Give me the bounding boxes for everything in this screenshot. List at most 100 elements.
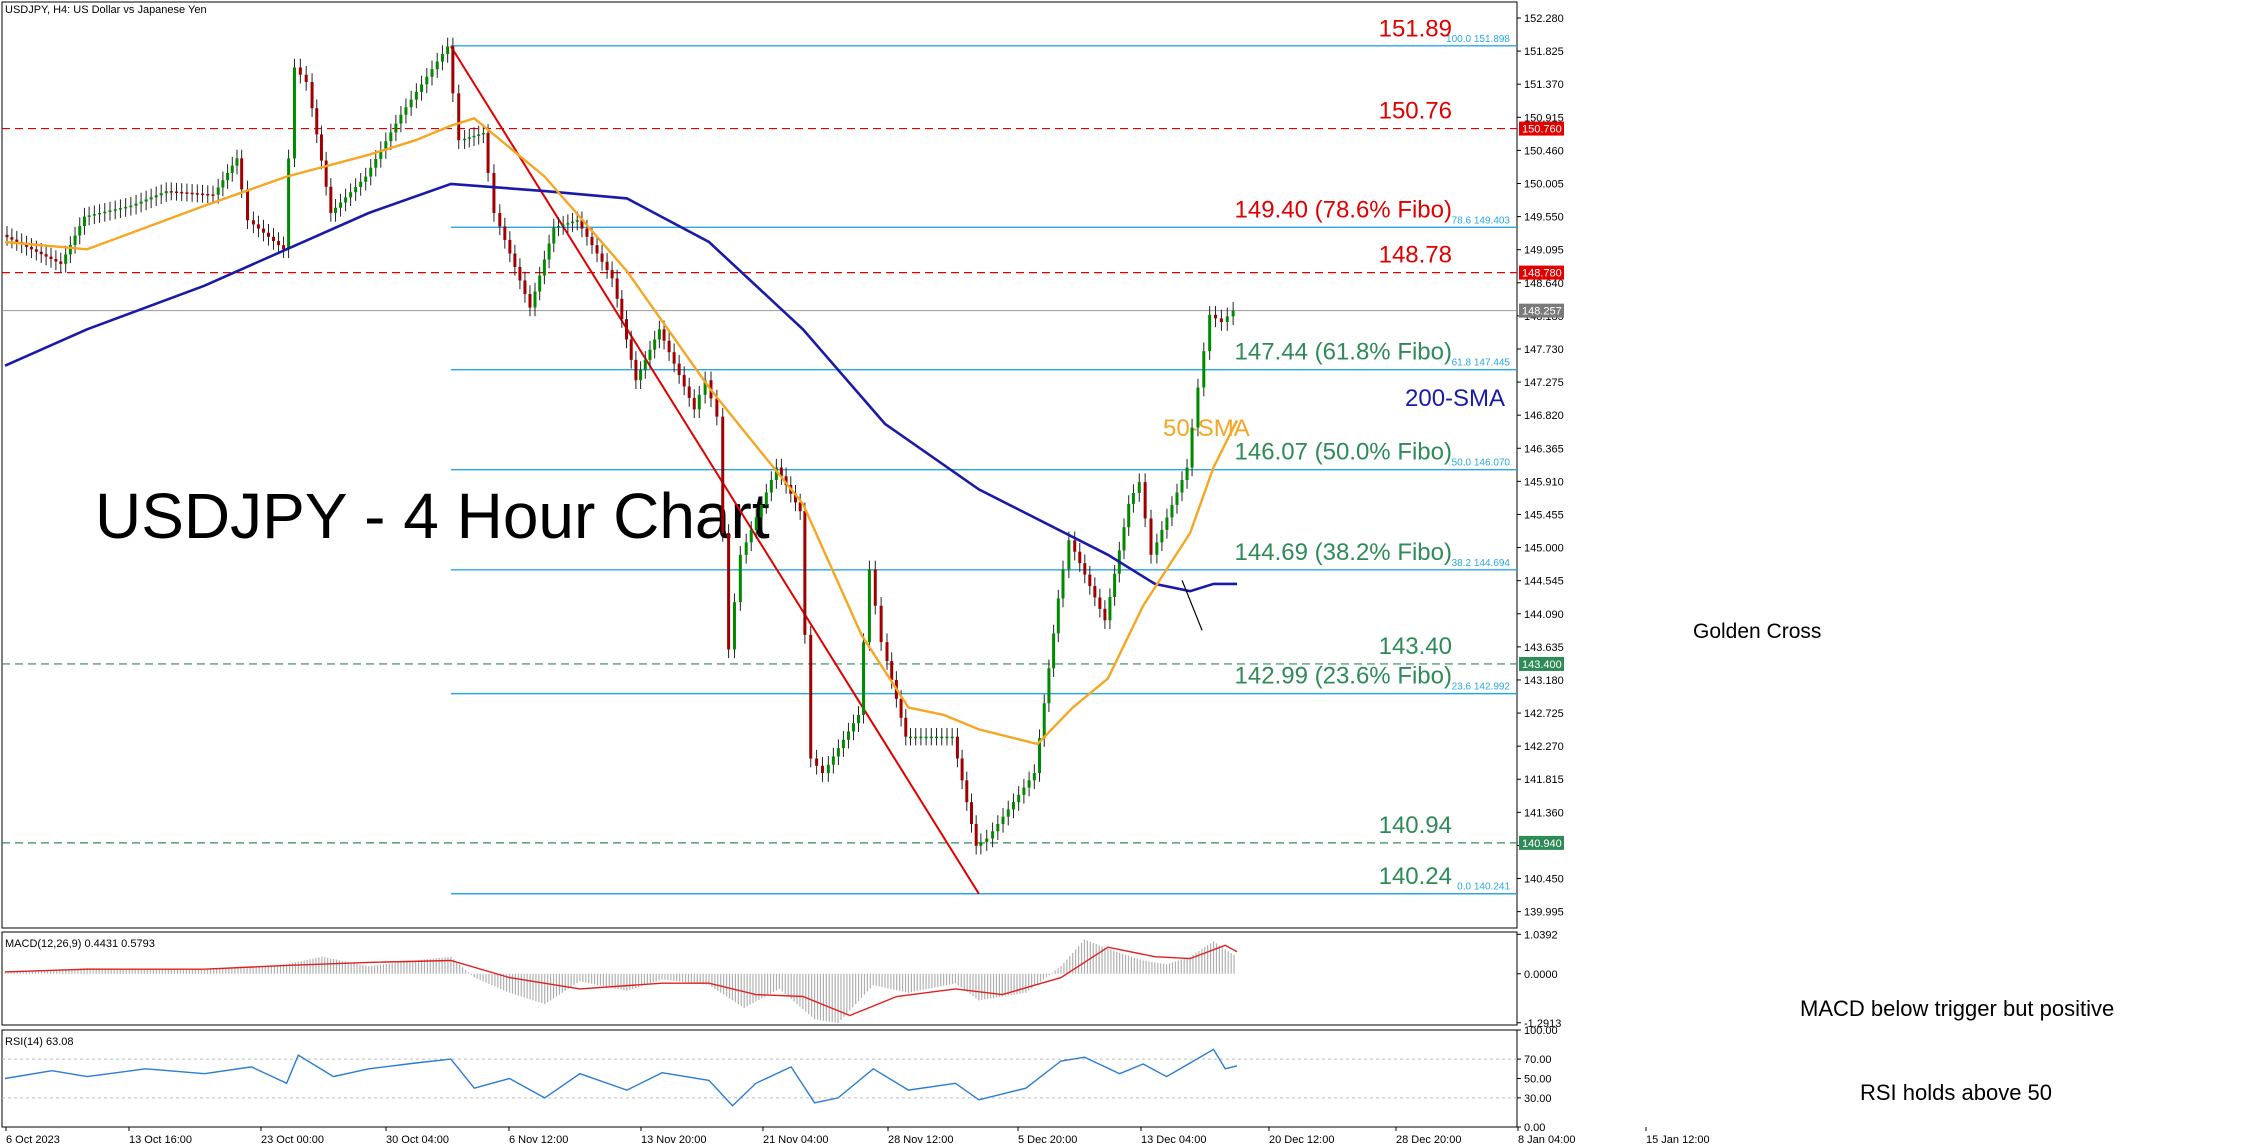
candle-body xyxy=(272,236,276,242)
candle-body xyxy=(420,84,424,92)
price-tick-label: 142.270 xyxy=(1524,741,1564,753)
fib-axis-label: 38.2 144.694 xyxy=(1452,558,1511,569)
candle-body xyxy=(904,717,908,737)
candle-body xyxy=(1160,529,1164,543)
candle-body xyxy=(1073,540,1077,552)
candle-body xyxy=(950,736,954,739)
candle-body xyxy=(44,254,48,257)
time-tick-label: 23 Oct 00:00 xyxy=(261,1134,324,1146)
candle-body xyxy=(261,228,265,233)
candle-body xyxy=(945,736,949,739)
candle-body xyxy=(634,359,638,381)
candle-body xyxy=(394,123,398,133)
level-tag-bg xyxy=(1519,121,1564,136)
candle-body xyxy=(1067,540,1071,570)
candle-body xyxy=(885,642,889,662)
candle-body xyxy=(960,758,964,781)
candle-body xyxy=(282,245,286,250)
candle-body xyxy=(5,234,9,238)
candle-body xyxy=(715,398,719,417)
candle-body xyxy=(793,493,797,503)
candle-body xyxy=(935,736,939,739)
candle-body xyxy=(1208,314,1212,352)
level-tag: 148.780 xyxy=(1522,268,1562,280)
candle-body xyxy=(154,195,158,198)
candle-body xyxy=(1017,794,1021,803)
macd-annotation: MACD below trigger but positive xyxy=(1800,996,2114,1021)
candle-body xyxy=(246,189,250,221)
candle-body xyxy=(605,261,609,271)
candle-body xyxy=(174,191,178,194)
candle-body xyxy=(677,363,681,376)
panel-frame xyxy=(1,1,1518,929)
candle-body xyxy=(703,380,707,395)
candle-body xyxy=(784,476,788,486)
candle-body xyxy=(1149,518,1153,555)
trendline xyxy=(450,45,980,895)
price-tick-label: 152.280 xyxy=(1524,13,1564,25)
candle-body xyxy=(1190,427,1194,468)
candle-body xyxy=(533,291,537,308)
candle-body xyxy=(985,838,989,843)
fib-axis-label: 61.8 147.445 xyxy=(1452,358,1511,369)
candle-body xyxy=(518,266,522,281)
level-tag-bg xyxy=(1519,265,1564,280)
price-tick-label: 149.095 xyxy=(1524,245,1564,257)
candle-body xyxy=(369,167,373,177)
macd-title: MACD(12,26,9) 0.4431 0.5793 xyxy=(5,938,155,950)
candle-body xyxy=(556,226,560,228)
price-tick-label: 141.815 xyxy=(1524,774,1564,786)
rsi-annotation: RSI holds above 50 xyxy=(1860,1080,2052,1105)
time-tick-label: 15 Jan 12:00 xyxy=(1646,1134,1710,1146)
rsi-tick-label: 30.00 xyxy=(1524,1093,1552,1105)
candle-body xyxy=(585,228,589,237)
candle-body xyxy=(287,158,291,250)
fib-annotation: 142.99 (23.6% Fibo) xyxy=(1235,663,1452,690)
candle-body xyxy=(1175,492,1179,505)
candle-body xyxy=(149,197,153,200)
candle-body xyxy=(364,176,368,182)
panel-frame xyxy=(1,931,1518,1026)
candle-body xyxy=(1006,809,1010,817)
candle-body xyxy=(324,160,328,187)
candle-body xyxy=(1061,569,1065,599)
candle-body xyxy=(451,46,455,94)
candle-body xyxy=(732,602,736,650)
candle-body xyxy=(304,74,308,83)
macd-tick-label: -1.2913 xyxy=(1524,1018,1561,1030)
candle-body xyxy=(955,736,959,759)
candle-body xyxy=(1103,608,1107,621)
candle-body xyxy=(687,386,691,398)
candle-body xyxy=(159,193,163,196)
candle-body xyxy=(1047,668,1051,704)
candle-body xyxy=(538,275,542,292)
candle-body xyxy=(118,208,122,210)
candle-body xyxy=(1056,598,1060,634)
candle-body xyxy=(144,199,148,202)
candle-body xyxy=(547,243,551,260)
candle-body xyxy=(292,67,296,159)
candle-body xyxy=(39,251,43,255)
time-tick-label: 8 Jan 04:00 xyxy=(1518,1134,1576,1146)
candle-body xyxy=(1108,597,1112,621)
candle-body xyxy=(54,259,58,262)
candle-body xyxy=(10,237,14,240)
candle-body xyxy=(648,349,652,360)
price-tick-label: 145.000 xyxy=(1524,543,1564,555)
candle-body xyxy=(692,397,696,410)
candle-body xyxy=(68,244,72,255)
candle-body xyxy=(575,220,579,222)
candle-body xyxy=(1214,314,1218,319)
candle-body xyxy=(969,802,973,824)
candle-body xyxy=(463,138,467,141)
price-tick-label: 143.635 xyxy=(1524,642,1564,654)
current-price-tag: 148.257 xyxy=(1522,306,1562,318)
candle-body xyxy=(653,339,657,350)
sma50-label: 50-SMA xyxy=(1163,415,1250,442)
candle-body xyxy=(379,150,383,159)
candle-body xyxy=(764,492,768,505)
candle-body xyxy=(266,232,270,237)
candle-body xyxy=(78,226,82,236)
candle-body xyxy=(15,239,19,243)
candle-body xyxy=(697,394,701,410)
